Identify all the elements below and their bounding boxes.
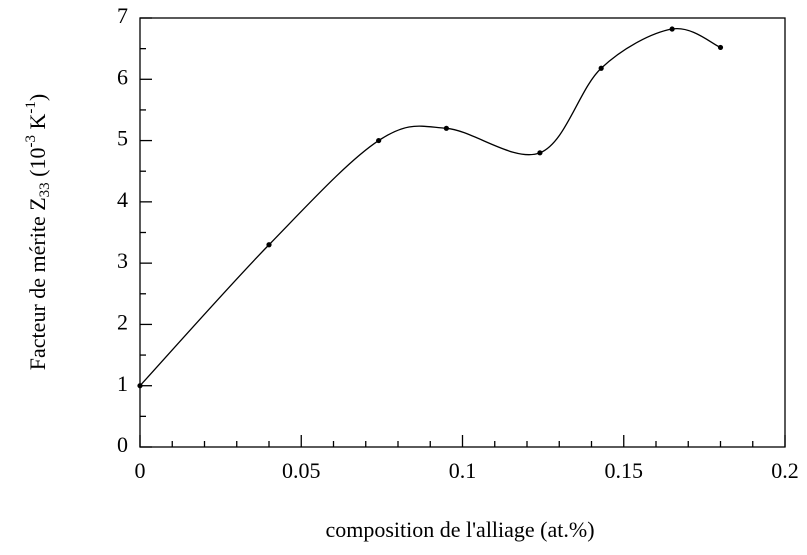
data-point <box>137 383 143 389</box>
data-point <box>669 26 675 32</box>
data-point <box>266 242 272 248</box>
y-label-part: ) <box>25 94 50 101</box>
x-tick-label: 0 <box>135 458 146 483</box>
y-tick-label: 7 <box>117 3 128 28</box>
x-tick-label: 0.15 <box>605 458 644 483</box>
y-tick-label: 5 <box>117 126 128 151</box>
x-axis-label: composition de l'alliage (at.%) <box>325 517 594 542</box>
y-label-sup: -1 <box>23 101 39 114</box>
x-tick-label: 0.2 <box>771 458 799 483</box>
y-tick-label: 4 <box>117 187 128 212</box>
data-point <box>598 65 604 71</box>
y-label-sup: -3 <box>23 135 39 148</box>
x-tick-label: 0.05 <box>282 458 321 483</box>
y-tick-label: 0 <box>117 432 128 457</box>
data-point <box>717 44 724 51</box>
data-point <box>537 150 543 156</box>
y-label-part: K <box>25 114 50 136</box>
data-point <box>376 137 382 144</box>
y-label-part: Facteur de mérite Z <box>25 197 50 370</box>
y-tick-label: 1 <box>117 371 128 396</box>
y-axis-label: Facteur de mérite Z33 (10-3 K-1) <box>23 94 53 370</box>
y-tick-label: 2 <box>117 309 128 334</box>
plot-frame <box>139 17 786 448</box>
y-label-part: (10 <box>25 148 50 183</box>
data-point <box>443 125 449 131</box>
y-tick-label: 3 <box>117 248 128 273</box>
y-tick-label: 6 <box>117 64 128 89</box>
x-tick-label: 0.1 <box>449 458 477 483</box>
y-label-sub: 33 <box>37 182 53 197</box>
data-line <box>139 28 721 387</box>
